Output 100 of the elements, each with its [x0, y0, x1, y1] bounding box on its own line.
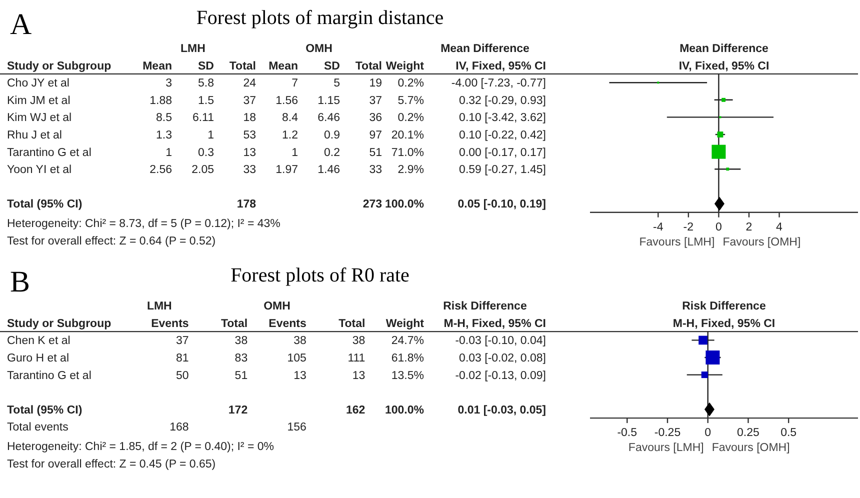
text: Total (95% CI)	[7, 404, 82, 416]
text: 1.15	[318, 94, 340, 107]
text: 0.9	[324, 130, 340, 142]
text: Weight	[386, 318, 424, 330]
text: 53	[243, 130, 256, 142]
text: 71.0%	[391, 146, 424, 159]
text: 0.59 [-0.27, 1.45]	[459, 164, 546, 176]
text: 0.00 [-0.17, 0.17]	[459, 146, 546, 159]
point	[714, 196, 724, 211]
text: 111	[348, 352, 366, 365]
text: 8.5	[156, 112, 172, 124]
text: 37	[243, 94, 256, 107]
x-tick-label: -4	[653, 221, 664, 234]
text: Test for overall effect: Z = 0.45 (P = 0.65)	[7, 458, 216, 470]
text: 38	[294, 335, 306, 348]
text: 6.11	[192, 112, 214, 124]
text: Weight	[386, 60, 424, 72]
text: 38	[352, 335, 366, 348]
chart-subtitle: IV, Fixed, 95% CI	[678, 60, 770, 72]
text: Mean	[268, 60, 298, 72]
text: SD	[324, 60, 340, 72]
text: 0.10 [-0.22, 0.42]	[459, 130, 546, 142]
text: 19	[369, 78, 382, 90]
text: Risk Difference	[443, 300, 527, 313]
text: Favours [OMH]	[722, 236, 801, 248]
text: 1	[166, 146, 172, 159]
text: 2.56	[150, 164, 172, 176]
text: 61.8%	[391, 352, 424, 365]
text: 105	[287, 352, 306, 365]
text: -0.03 [-0.10, 0.04]	[455, 335, 546, 348]
text: LMH	[146, 300, 172, 313]
text: Total	[229, 60, 256, 72]
text: 1.3	[156, 130, 172, 142]
text: 81	[176, 352, 189, 365]
text: Total events	[7, 422, 68, 434]
text: 33	[243, 164, 256, 176]
point	[704, 402, 714, 416]
text: 1.5	[198, 94, 214, 107]
text: Tarantino G et al	[7, 146, 92, 159]
text: Study or Subgroup	[7, 318, 112, 330]
text: 37	[369, 94, 382, 107]
text: -4.00 [-7.23, -0.77]	[451, 78, 546, 90]
text: 3	[166, 78, 172, 90]
text: 273	[362, 198, 382, 211]
text: 13	[243, 146, 256, 159]
text: Favours [OMH]	[712, 442, 790, 454]
text: 8.4	[282, 112, 298, 124]
x-tick-label: 0	[715, 221, 722, 234]
text: 0.2	[324, 146, 340, 159]
text: 0.01 [-0.03, 0.05]	[458, 404, 546, 416]
text: 7	[292, 78, 298, 90]
text: 2.05	[192, 164, 214, 176]
x-tick-label: 0.5	[780, 427, 797, 440]
text: Forest plots of margin distance	[196, 7, 444, 29]
text: Mean Difference	[440, 43, 530, 56]
text: 6.46	[318, 112, 340, 124]
text: 36	[369, 112, 382, 124]
text: Chen K et al	[7, 335, 70, 348]
text: 5.8	[198, 78, 214, 90]
point	[722, 98, 726, 102]
text: 13.5%	[391, 370, 424, 382]
text: Heterogeneity: Chi² = 1.85, df = 2 (P = 0.40); I² = 0%	[7, 441, 274, 454]
text: Study or Subgroup	[7, 60, 112, 72]
text: Yoon YI et al	[7, 164, 72, 176]
text: 1.46	[318, 164, 340, 176]
x-tick-label: -2	[683, 221, 694, 234]
text: IV, Fixed, 95% CI	[456, 60, 546, 72]
text: A	[10, 8, 32, 41]
text: OMH	[264, 300, 290, 313]
text: Favours [LMH]	[639, 236, 715, 248]
text: 50	[176, 370, 189, 382]
text: 0.2%	[398, 78, 424, 90]
text: 0.2%	[398, 112, 424, 124]
text: Total	[338, 318, 366, 330]
text: 13	[294, 370, 306, 382]
text: B	[10, 266, 30, 299]
text: 178	[236, 198, 256, 211]
text: Kim WJ et al	[7, 112, 72, 124]
chart-subtitle: M-H, Fixed, 95% CI	[672, 318, 776, 330]
text: 37	[176, 335, 189, 348]
text: 1.88	[150, 94, 172, 107]
text: 18	[243, 112, 256, 124]
text: 5	[334, 78, 340, 90]
text: 1.2	[282, 130, 298, 142]
x-tick-label: 2	[746, 221, 752, 234]
text: 0.3	[198, 146, 214, 159]
text: 1	[208, 130, 214, 142]
text: -0.02 [-0.13, 0.09]	[455, 370, 546, 382]
text: 0.32 [-0.29, 0.93]	[459, 94, 546, 107]
text: Forest plots of R0 rate	[230, 264, 410, 287]
text: Tarantino G et al	[7, 370, 92, 382]
x-tick-label: -0.25	[654, 427, 681, 440]
text: Total	[220, 318, 248, 330]
text: 24	[243, 78, 256, 90]
text: 168	[170, 422, 189, 434]
text: Events	[151, 318, 189, 330]
text: 1	[292, 146, 298, 159]
text: 1.56	[276, 94, 298, 107]
text: Guro H et al	[7, 352, 69, 365]
x-tick-label: 0	[704, 427, 712, 440]
